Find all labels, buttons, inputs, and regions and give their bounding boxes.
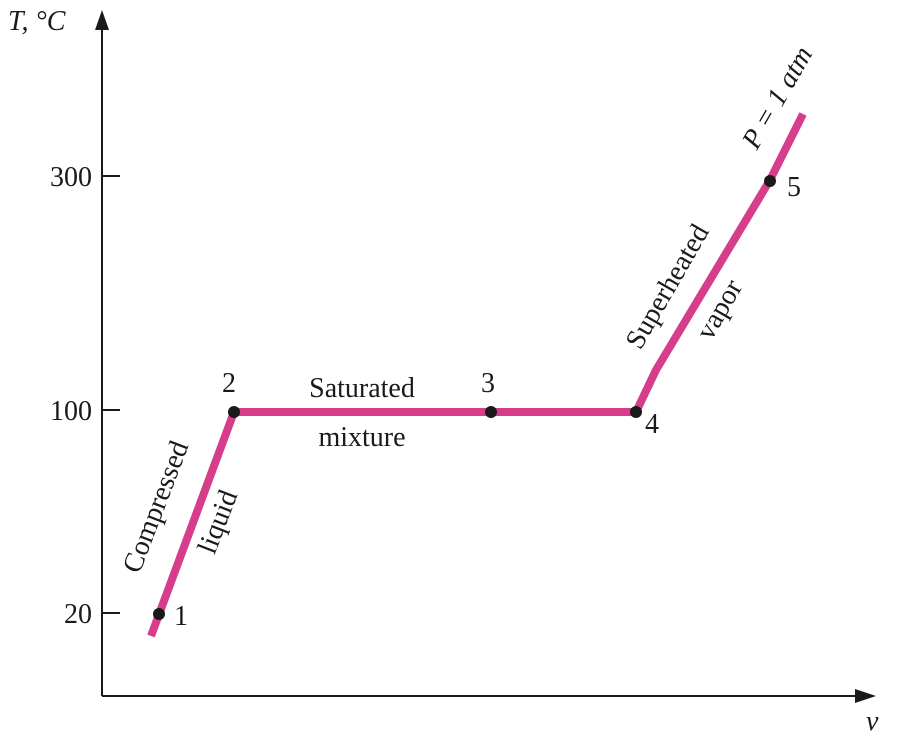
region-saturated-line2: mixture — [318, 422, 405, 453]
state-label-2: 2 — [222, 368, 236, 399]
tick-label-20: 20 — [64, 599, 92, 630]
state-point-5 — [764, 175, 776, 187]
tick-label-300: 300 — [50, 162, 92, 193]
x-axis-label: v — [866, 706, 879, 737]
state-point-3 — [485, 406, 497, 418]
region-superheated-line2: vapor — [690, 274, 749, 345]
y-axis-arrow — [95, 10, 109, 30]
x-axis-arrow — [855, 689, 876, 703]
state-label-1: 1 — [174, 601, 188, 632]
process-line — [147, 112, 807, 638]
y-axis-label: T, °C — [8, 6, 66, 37]
state-label-3: 3 — [481, 368, 495, 399]
pressure-label: P = 1 atm — [736, 41, 820, 155]
state-point-2 — [228, 406, 240, 418]
state-point-4 — [630, 406, 642, 418]
state-point-1 — [153, 608, 165, 620]
tick-label-100: 100 — [50, 396, 92, 427]
region-saturated-line1: Saturated — [309, 373, 415, 404]
state-label-4: 4 — [645, 409, 659, 440]
state-label-5: 5 — [787, 172, 801, 203]
